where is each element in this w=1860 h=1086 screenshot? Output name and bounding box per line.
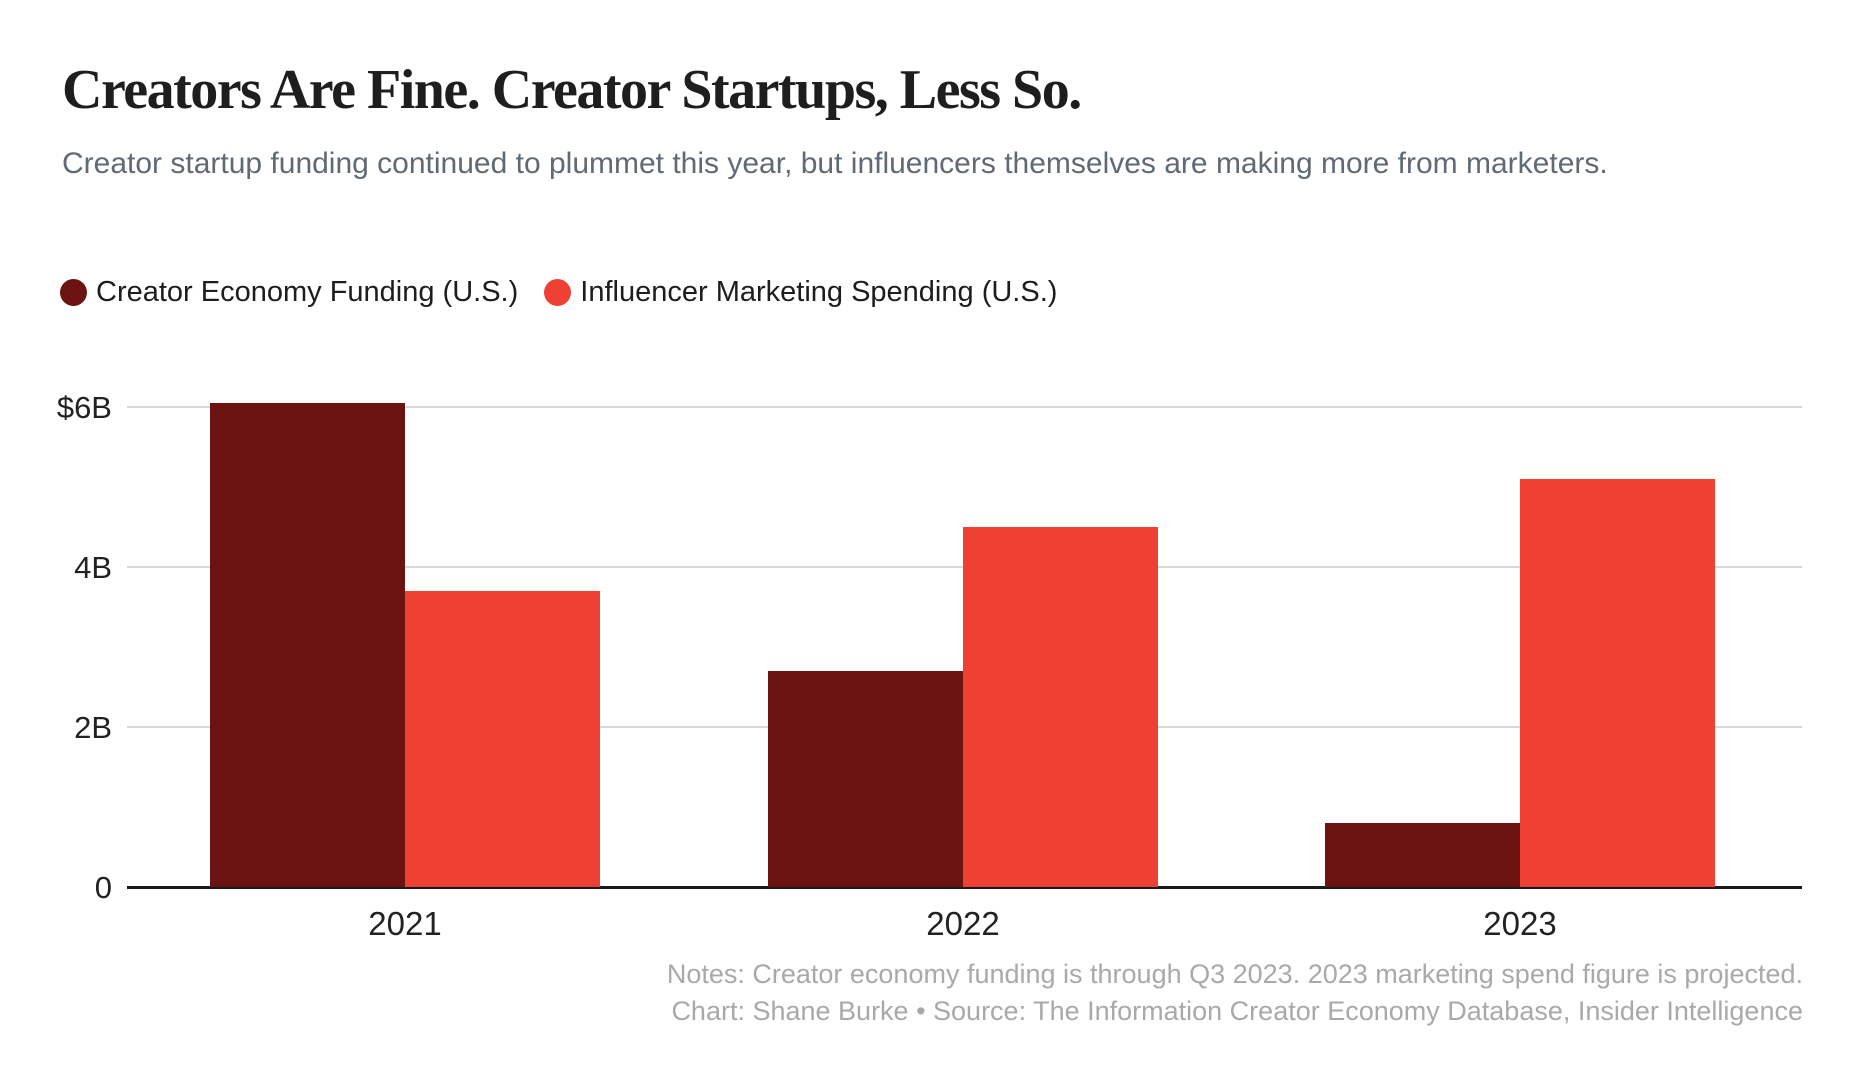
footer-notes: Notes: Creator economy funding is throug… [666, 959, 1803, 989]
legend-item-influencer-marketing-spending: Influencer Marketing Spending (U.S.) [544, 276, 1057, 309]
x-axis-baseline [127, 886, 1802, 889]
legend-item-creator-economy-funding: Creator Economy Funding (U.S.) [60, 276, 518, 309]
chart-footer: Notes: Creator economy funding is throug… [403, 956, 1803, 1030]
bar-2021-creator-economy-funding [210, 403, 405, 887]
y-axis-tick-label: 2B [74, 710, 112, 745]
bar-2023-influencer-marketing-spending [1520, 479, 1715, 887]
x-axis-label-2022: 2022 [926, 905, 1000, 942]
x-axis-label-2023: 2023 [1483, 905, 1557, 942]
bar-2021-influencer-marketing-spending [405, 591, 600, 887]
legend-label: Influencer Marketing Spending (U.S.) [580, 276, 1058, 308]
x-axis-label-2021: 2021 [368, 905, 442, 942]
y-axis-tick-label: $6B [56, 390, 112, 425]
bar-2022-creator-economy-funding [768, 671, 963, 887]
legend-dot-icon [544, 279, 572, 306]
footer-credit: Chart: Shane Burke • Source: The Informa… [671, 996, 1803, 1026]
legend-dot-icon [60, 279, 87, 306]
chart-subtitle: Creator startup funding continued to plu… [62, 147, 1608, 180]
legend-label: Creator Economy Funding (U.S.) [96, 276, 519, 308]
y-axis-tick-label: 4B [74, 550, 112, 585]
y-axis-tick-label: 0 [94, 870, 112, 905]
bar-2022-influencer-marketing-spending [963, 527, 1158, 887]
bar-2023-creator-economy-funding [1325, 823, 1520, 887]
chart-title: Creators Are Fine. Creator Startups, Les… [62, 59, 1082, 121]
legend: Creator Economy Funding (U.S.) Influence… [60, 276, 1057, 309]
gridline-6b [127, 406, 1802, 408]
